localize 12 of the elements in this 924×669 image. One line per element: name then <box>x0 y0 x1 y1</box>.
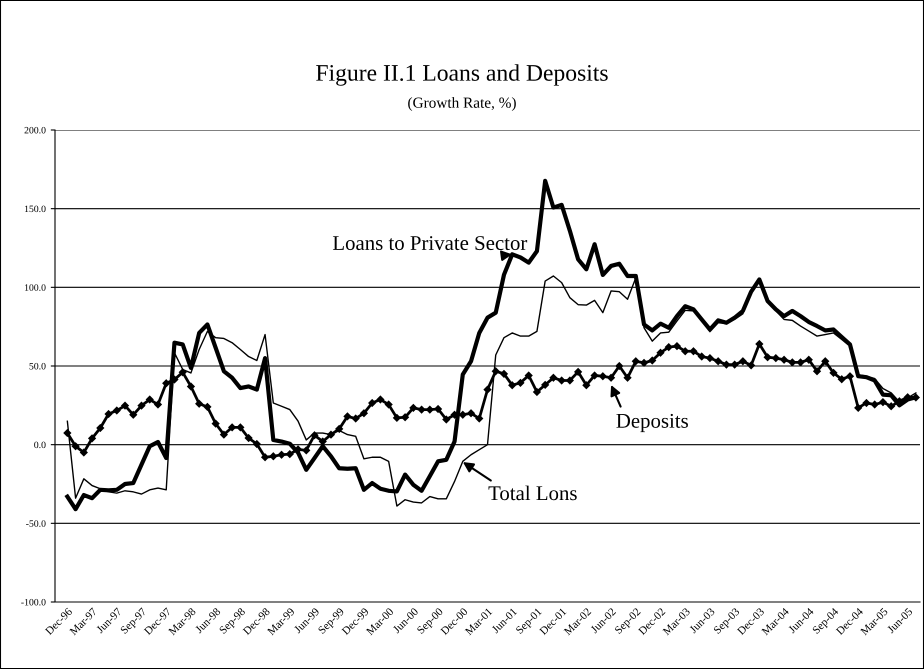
y-tick-label: 200.0 <box>24 126 46 134</box>
annotation: Total Lons <box>488 486 577 500</box>
annotation: Loans to Private Sector <box>332 236 528 250</box>
y-tick-label: 150.0 <box>24 206 46 212</box>
chart-subtitle: (Growth Rate, %) <box>408 97 516 111</box>
y-tick-label: 50.0 <box>30 362 46 370</box>
y-tick-label: -100.0 <box>21 598 46 606</box>
annotation: Deposits <box>616 414 688 432</box>
y-tick-label: 0.0 <box>34 442 46 448</box>
y-tick-label: 100.0 <box>24 284 46 291</box>
chart-title: Figure II.1 Loans and Deposits <box>316 64 608 86</box>
y-tick-label: -50.0 <box>26 520 46 527</box>
